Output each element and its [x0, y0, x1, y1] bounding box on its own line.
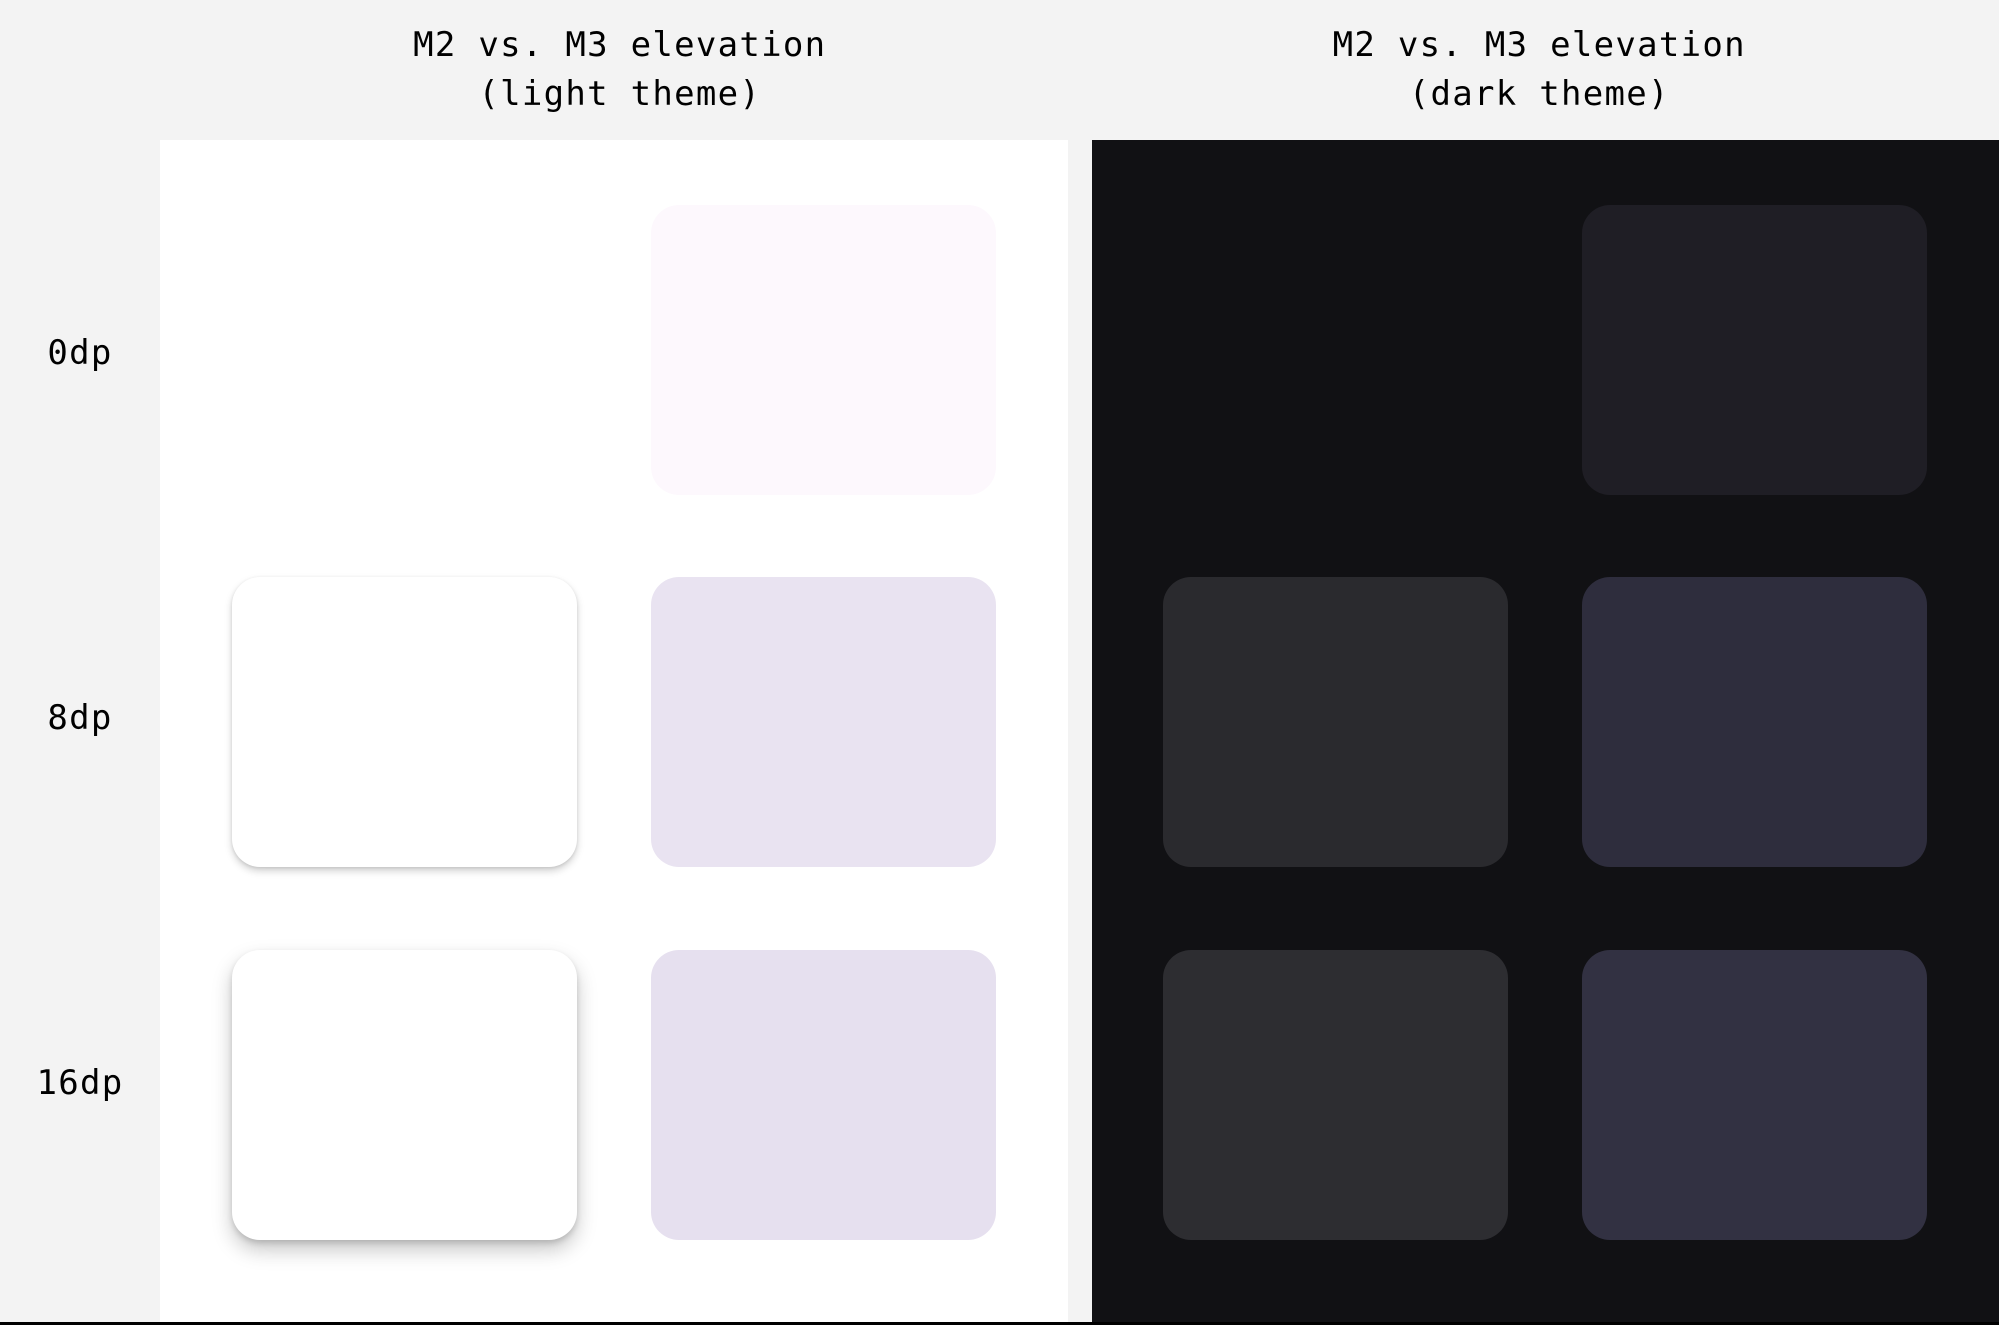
swatch-dark-16dp-m3 — [1582, 950, 1927, 1240]
swatch-light-16dp-m2 — [232, 950, 577, 1240]
swatch-light-16dp-m3 — [651, 950, 996, 1240]
swatch-light-0dp-m3 — [651, 205, 996, 495]
row-label-8dp: 8dp — [47, 698, 112, 738]
swatch-light-8dp-m3 — [651, 577, 996, 867]
row-labels: 0dp 8dp 16dp — [0, 140, 160, 1325]
column-header-light: M2 vs. M3 elevation (light theme) — [160, 0, 1080, 140]
panel-dark — [1092, 140, 1999, 1325]
column-header-dark-line1: M2 vs. M3 elevation — [1333, 21, 1746, 70]
elevation-comparison-figure: M2 vs. M3 elevation (light theme) M2 vs.… — [0, 0, 1999, 1325]
column-header-dark-line2: (dark theme) — [1333, 70, 1746, 119]
row-label-0dp: 0dp — [47, 333, 112, 373]
swatch-dark-16dp-m2 — [1163, 950, 1508, 1240]
swatch-dark-8dp-m3 — [1582, 577, 1927, 867]
panel-light — [160, 140, 1068, 1325]
swatch-dark-8dp-m2 — [1163, 577, 1508, 867]
row-label-16dp: 16dp — [37, 1063, 124, 1103]
column-header-light-line1: M2 vs. M3 elevation — [413, 21, 826, 70]
column-header-dark: M2 vs. M3 elevation (dark theme) — [1080, 0, 1999, 140]
corner-spacer — [0, 0, 160, 140]
swatch-dark-0dp-m3 — [1582, 205, 1927, 495]
swatch-light-8dp-m2 — [232, 577, 577, 867]
column-header-light-line2: (light theme) — [413, 70, 826, 119]
